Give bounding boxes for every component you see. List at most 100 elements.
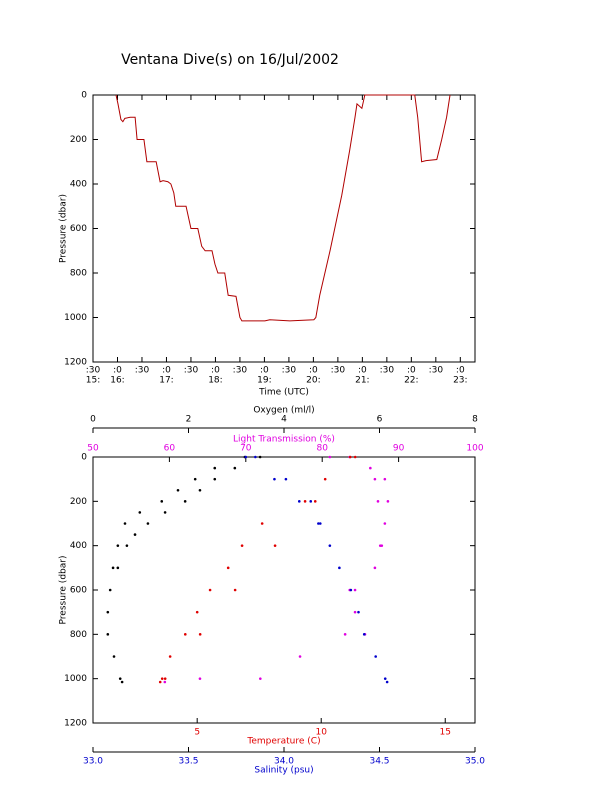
x-tick-label: 50 bbox=[87, 444, 99, 454]
y-tick-label: 400 bbox=[70, 180, 87, 190]
x-tick-label: 34.0 bbox=[274, 757, 294, 767]
x-tick-label: :30 bbox=[380, 366, 395, 376]
profile-point bbox=[198, 677, 202, 680]
pressure-line bbox=[115, 94, 451, 322]
y-tick-label: 200 bbox=[70, 135, 87, 145]
profile-point bbox=[163, 677, 167, 680]
y-tick-label: 0 bbox=[81, 91, 87, 101]
x-tick-hour-label: 19: bbox=[257, 376, 271, 386]
profile-point bbox=[338, 566, 341, 570]
profile-point bbox=[348, 455, 352, 459]
profile-point bbox=[118, 677, 122, 680]
profile-point bbox=[273, 544, 277, 547]
profile-point bbox=[120, 680, 124, 684]
profile-point bbox=[369, 466, 372, 470]
x-tick-label: :0 bbox=[456, 366, 465, 376]
x-tick-label: :30 bbox=[331, 366, 346, 376]
x-tick-label: 4 bbox=[281, 415, 287, 425]
profile-point bbox=[353, 455, 357, 459]
profile-point bbox=[353, 610, 357, 614]
profile-point bbox=[138, 511, 142, 514]
profile-point bbox=[116, 544, 120, 547]
profile-point bbox=[353, 588, 357, 592]
x-tick-label: :30 bbox=[135, 366, 150, 376]
profile-point bbox=[163, 680, 167, 684]
profile-point bbox=[208, 588, 212, 592]
x-tick-label: 33.5 bbox=[178, 757, 198, 767]
profile-point bbox=[146, 522, 150, 525]
profile-point bbox=[273, 477, 276, 481]
y-tick-label: 1000 bbox=[64, 674, 87, 684]
profile-point bbox=[160, 677, 164, 680]
profile-point bbox=[385, 680, 389, 684]
x-tick-label: :0 bbox=[309, 366, 318, 376]
profile-point bbox=[133, 533, 137, 536]
x-tick-label: 0 bbox=[90, 415, 96, 425]
x-tick-label: 8 bbox=[472, 415, 478, 425]
profile-point bbox=[193, 477, 197, 481]
x-tick-label: :30 bbox=[184, 366, 199, 376]
x-tick-label: :0 bbox=[113, 366, 122, 376]
profile-point bbox=[111, 566, 115, 570]
profile-point bbox=[376, 500, 380, 503]
x-tick-label: 33.0 bbox=[83, 757, 103, 767]
profile-point bbox=[233, 466, 237, 470]
x-axis-title: Oxygen (ml/l) bbox=[253, 406, 314, 416]
profile-point bbox=[183, 633, 187, 636]
x-tick-label: 35.0 bbox=[465, 757, 485, 767]
profile-point bbox=[328, 544, 332, 547]
x-tick-label: :0 bbox=[162, 366, 171, 376]
y-tick-label: 0 bbox=[81, 453, 87, 463]
profile-point bbox=[198, 488, 202, 492]
x-tick-label: 2 bbox=[186, 415, 192, 425]
x-axis-title: Light Transmission (%) bbox=[233, 435, 335, 445]
profile-point bbox=[260, 522, 264, 525]
profile-point bbox=[233, 588, 237, 592]
profile-point bbox=[383, 677, 387, 680]
profile-point bbox=[313, 500, 317, 503]
profile-point bbox=[240, 544, 244, 547]
profile-point bbox=[298, 655, 302, 658]
x-tick-label: 34.5 bbox=[369, 757, 389, 767]
x-tick-hour-label: 23: bbox=[453, 376, 467, 386]
y-axis-title: Pressure (dbar) bbox=[59, 556, 69, 625]
profile-point bbox=[284, 477, 288, 481]
x-tick-label: :30 bbox=[282, 366, 297, 376]
profile-point bbox=[258, 455, 262, 459]
y-tick-label: 1000 bbox=[64, 313, 87, 323]
x-axis-title: Temperature (C) bbox=[246, 737, 320, 747]
plot-frame bbox=[92, 456, 476, 724]
profile-point bbox=[318, 522, 322, 525]
y-tick-label: 1200 bbox=[64, 719, 87, 729]
profile-point bbox=[226, 566, 230, 570]
profile-point bbox=[259, 677, 262, 680]
profile-point bbox=[183, 500, 187, 503]
profile-point bbox=[125, 544, 129, 547]
y-tick-label: 600 bbox=[70, 586, 87, 596]
profile-point bbox=[213, 466, 217, 470]
x-tick-label: 15 bbox=[440, 728, 451, 738]
profile-point bbox=[297, 500, 301, 503]
plot-frame bbox=[92, 94, 476, 363]
profile-point bbox=[254, 455, 257, 459]
x-tick-hour-label: 18: bbox=[208, 376, 222, 386]
x-tick-hour-label: 20: bbox=[306, 376, 320, 386]
profile-point bbox=[160, 500, 164, 503]
x-tick-label: :30 bbox=[233, 366, 248, 376]
profile-point bbox=[112, 655, 116, 658]
profile-point bbox=[106, 610, 110, 614]
x-tick-hour-label: 16: bbox=[110, 376, 124, 386]
profile-point bbox=[373, 477, 377, 481]
y-tick-label: 400 bbox=[70, 541, 87, 551]
profile-point bbox=[163, 511, 167, 514]
x-tick-label: 60 bbox=[164, 444, 176, 454]
x-tick-label: 5 bbox=[194, 728, 200, 738]
profile-point bbox=[106, 633, 110, 636]
profile-point bbox=[116, 566, 120, 570]
x-tick-label: 100 bbox=[466, 444, 483, 454]
y-tick-label: 1200 bbox=[64, 358, 87, 368]
x-tick-hour-label: 17: bbox=[159, 376, 173, 386]
y-axis-title: Pressure (dbar) bbox=[59, 194, 69, 263]
